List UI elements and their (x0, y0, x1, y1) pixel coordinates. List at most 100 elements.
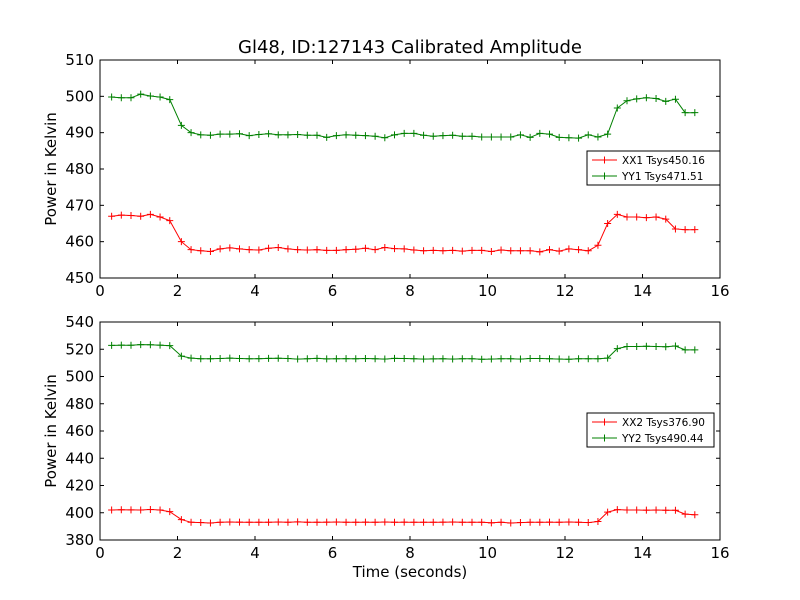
panel0-series-0-point (303, 246, 311, 254)
panel0-series-1-point (584, 131, 592, 139)
panel1-series-1-point (458, 355, 466, 363)
panel1-series-0-point (127, 506, 135, 514)
panel0-series-0-point (478, 246, 486, 254)
panel1-series-1-point (166, 342, 174, 350)
panel0-series-0-point (555, 247, 563, 255)
panel1-series-1-point (236, 355, 243, 363)
panel0-series-0-point (361, 244, 369, 252)
panel0-legend-box (586, 150, 721, 186)
panel1-series-0-point (255, 518, 263, 526)
panel0-series-1-point (613, 104, 621, 112)
panel0-series-1-point (156, 93, 164, 101)
panel1-series-0-point (146, 505, 154, 513)
panel1-ytick-label: 420 (65, 477, 94, 495)
panel1-legend-marker-1 (601, 434, 608, 442)
panel1-series-0-point (565, 518, 573, 526)
panel1-series-1-point (361, 355, 369, 363)
panel1-series-0-point (400, 518, 408, 526)
panel1-series-1 (108, 341, 699, 363)
panel0-series-1-point (303, 131, 311, 139)
panel0-series-0-point (146, 210, 154, 218)
panel0-series-0-point (187, 246, 195, 254)
panel1-series-0-point (575, 518, 583, 526)
panel1-series-1-point (265, 354, 273, 362)
panel0-legend-marker-0 (601, 156, 608, 164)
panel0-series-0-point (177, 238, 185, 246)
panel1-series-0-point (177, 516, 185, 524)
panel1-series-0-point (458, 518, 466, 526)
panel0-series-1-point (594, 133, 602, 141)
panel1-series-0-point (197, 519, 205, 527)
panel0-series-0-point (216, 245, 224, 253)
panel0-series-0-point (575, 246, 583, 254)
panel1-series-1-point (691, 346, 699, 354)
panel1-series-1-point (332, 355, 340, 363)
panel0-series-1-point (497, 133, 505, 141)
panel1-series-0-point (681, 510, 689, 518)
panel0-series-0-point (584, 247, 592, 255)
panel0-series-0-point (546, 246, 553, 254)
panel1-xtick-label: 6 (328, 544, 338, 562)
panel1-series-1-point (313, 354, 321, 362)
panel0-series-0-point (623, 213, 631, 221)
panel0-xtick-label: 16 (710, 282, 729, 300)
panel0-series-1-point (555, 133, 563, 141)
panel1-ytick-label: 520 (65, 340, 94, 358)
panel1-series-0-point (613, 506, 621, 514)
panel0-ytick-label: 490 (65, 124, 94, 142)
panel1-series-0-point (536, 518, 544, 526)
panel0-series-0-point (420, 247, 428, 255)
panel0-series-0-point (565, 245, 573, 253)
panel0-series-1-point (371, 132, 379, 140)
panel1-series-1-point (294, 355, 302, 363)
panel0-ytick-label: 450 (65, 269, 94, 287)
panel0-series-1-point (206, 131, 214, 139)
panel0-series-0-point (274, 243, 282, 251)
panel1-series-1-point (487, 355, 495, 363)
panel1-series-1-point (468, 355, 476, 363)
panel0-series-0-point (410, 246, 418, 254)
panel1-series-1-point (652, 343, 660, 351)
panel0-series-0-point (662, 215, 670, 223)
panel1-series-0-point (487, 519, 495, 527)
panel0-series-1-point (323, 133, 331, 141)
panel1-series-1-point (642, 342, 650, 350)
panel0-series-1-point (117, 94, 125, 102)
panel1-series-0-point (352, 518, 360, 526)
panel0-series-0-point (313, 246, 321, 254)
panel1-series-1-point (516, 355, 524, 363)
panel1-xtick-label: 2 (173, 544, 183, 562)
panel1-series-0-point (652, 506, 660, 514)
panel1-series-1-point (420, 355, 428, 363)
panel0-ytick-label: 480 (65, 160, 94, 178)
panel1-series-1-point (410, 355, 418, 363)
panel1-series-0-point (206, 519, 214, 527)
panel1-series-0-point (361, 518, 369, 526)
panel0-series-0-point (323, 246, 331, 254)
panel1-series-0-point (671, 506, 679, 514)
panel1-series-1-point (206, 355, 214, 363)
panel0-ylabel: Power in Kelvin (42, 112, 60, 226)
panel1-series-0-point (594, 517, 602, 525)
panel0-series-1-point (516, 131, 524, 139)
panel0-series-1-point (313, 131, 321, 139)
panel1-ytick-label: 480 (65, 395, 94, 413)
upper-panel: 0 2 4 6 8 10 12 14 16 450 460 470 480 490 500 510 Power … (42, 51, 730, 300)
panel0-series-0-point (342, 246, 350, 254)
panel0-series-0-point (391, 245, 398, 253)
panel1-series-1-point (613, 345, 621, 353)
panel1-series-0-point (584, 519, 592, 527)
panel0-series-1-point (604, 130, 612, 138)
panel1-series-1-point (303, 355, 311, 363)
panel0-series-1-point (400, 129, 408, 137)
panel0-series-1-point (429, 132, 437, 140)
panel1-series-0-point (117, 506, 125, 514)
panel0-xtick-label: 8 (405, 282, 415, 300)
panel1-series-1-point (429, 355, 437, 363)
panel0-series-0-point (671, 225, 679, 233)
panel1-series-0-point (371, 518, 379, 526)
panel1-legend-box (586, 412, 715, 448)
panel1-series-0-point (332, 518, 340, 526)
panel1-series-1-point (197, 355, 205, 363)
